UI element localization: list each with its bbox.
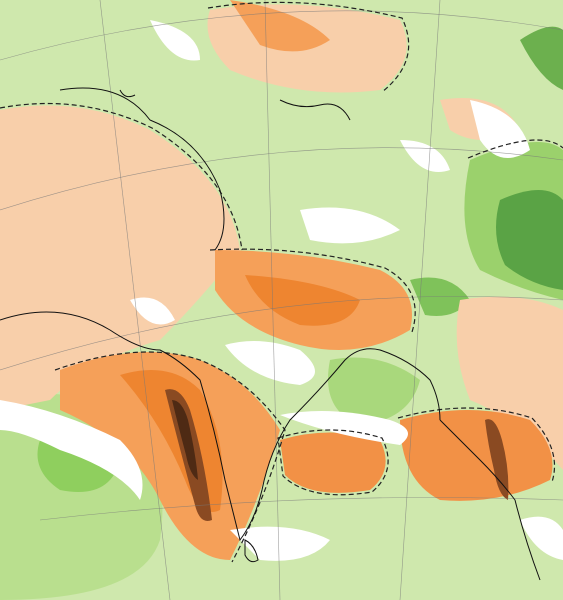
contour-line xyxy=(277,429,389,496)
coastline xyxy=(59,87,225,251)
grid-line xyxy=(0,296,563,371)
coastline xyxy=(0,311,441,542)
dark-areas xyxy=(165,389,509,521)
darkest-region xyxy=(172,400,198,480)
grid-line xyxy=(0,10,563,61)
white-patch xyxy=(0,400,143,500)
contour-line xyxy=(209,248,416,333)
orange-region xyxy=(60,352,280,560)
white-patch xyxy=(150,20,200,61)
coastline xyxy=(119,89,136,98)
coastlines xyxy=(0,87,541,581)
white-patch xyxy=(225,341,315,385)
contour-line xyxy=(397,407,556,483)
orange-region xyxy=(400,410,553,501)
white-patch xyxy=(230,526,330,561)
orange-region xyxy=(280,432,386,493)
green-region xyxy=(328,357,420,425)
contour-line xyxy=(467,139,563,159)
coastline xyxy=(279,99,351,121)
coastline xyxy=(244,539,259,563)
white-patch xyxy=(520,516,563,560)
light-orange-region xyxy=(456,296,563,470)
light-orange-region xyxy=(0,105,240,410)
neutral-areas xyxy=(0,20,563,561)
contour-line xyxy=(0,102,243,251)
white-patch xyxy=(130,297,175,325)
contours xyxy=(0,1,563,563)
contour-line xyxy=(54,351,286,563)
grid-line xyxy=(264,0,281,600)
dark-green-region xyxy=(520,26,563,91)
orange-region xyxy=(230,0,330,52)
grid-line xyxy=(99,0,171,600)
grid-line xyxy=(39,497,563,521)
white-patch xyxy=(470,100,530,158)
grid-line xyxy=(399,0,441,600)
dark-region xyxy=(485,419,509,500)
dark-green-region xyxy=(496,190,563,290)
orange-areas xyxy=(60,0,553,560)
coastline xyxy=(439,419,541,581)
deep-orange-region xyxy=(245,275,360,326)
white-patch xyxy=(300,207,400,244)
